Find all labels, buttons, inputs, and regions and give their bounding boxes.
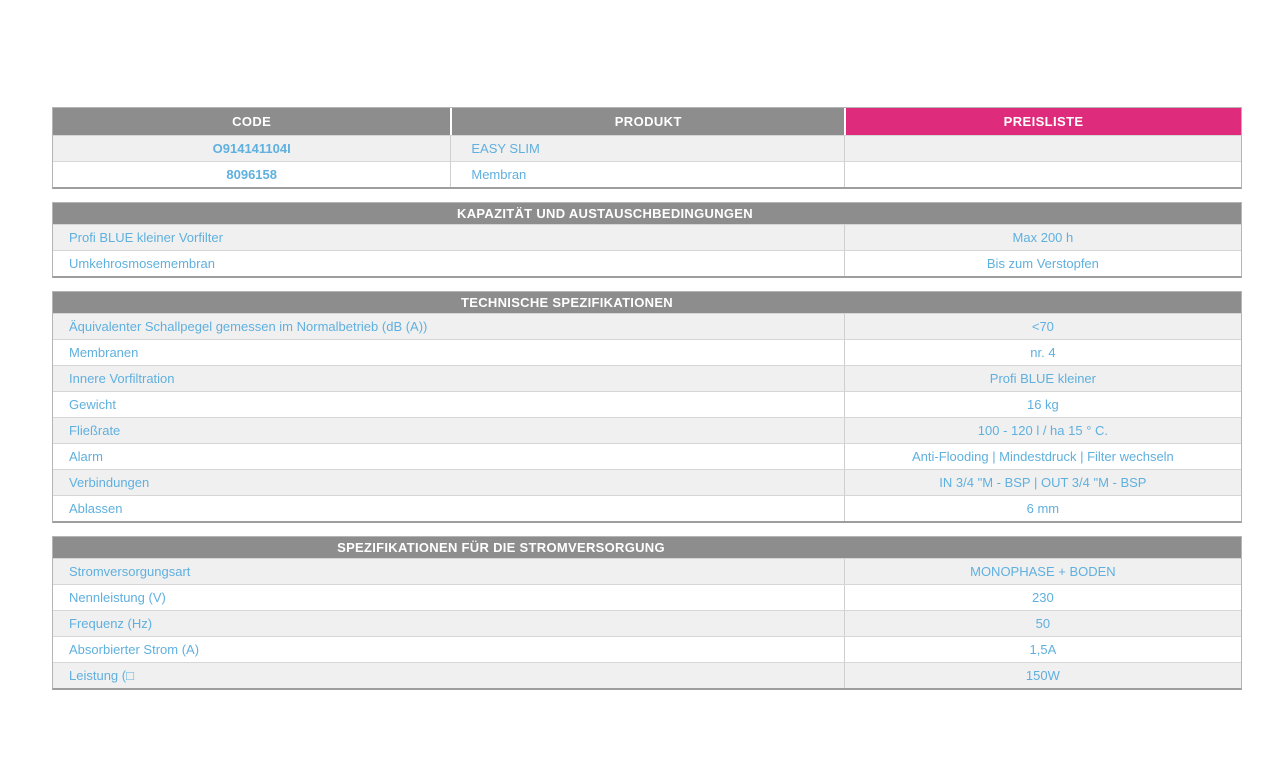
- table-row: O914141104I EASY SLIM: [53, 135, 1241, 161]
- spec-value: Profi BLUE kleiner: [989, 371, 1096, 386]
- spec-value: 6 mm: [1026, 501, 1060, 516]
- product-table-header: CODE PRODUKT PREISLISTE: [53, 108, 1241, 135]
- code-cell: 8096158: [226, 167, 277, 182]
- table-row: 8096158 Membran: [53, 161, 1241, 187]
- spec-label: Umkehrosmosemembran: [53, 251, 845, 276]
- spec-label: Ablassen: [53, 496, 845, 521]
- spec-row: Innere Vorfiltration Profi BLUE kleiner: [53, 365, 1241, 391]
- spec-value: 1,5A: [1029, 642, 1057, 657]
- spec-label: Profi BLUE kleiner Vorfilter: [53, 225, 845, 250]
- spec-value: <70: [1031, 319, 1054, 334]
- product-cell: EASY SLIM: [450, 136, 844, 161]
- spec-row: Nennleistung (V) 230: [53, 584, 1241, 610]
- section-header: TECHNISCHE SPEZIFIKATIONEN: [53, 292, 1241, 313]
- spec-label: Nennleistung (V): [53, 585, 845, 610]
- spec-row: Umkehrosmosemembran Bis zum Verstopfen: [53, 250, 1241, 276]
- section-technische: TECHNISCHE SPEZIFIKATIONEN Äquivalenter …: [52, 291, 1242, 523]
- column-header-preisliste: PREISLISTE: [844, 108, 1241, 135]
- spec-label: Äquivalenter Schallpegel gemessen im Nor…: [53, 314, 845, 339]
- spec-row: Alarm Anti-Flooding | Mindestdruck | Fil…: [53, 443, 1241, 469]
- section-stromversorgung: SPEZIFIKATIONEN FÜR DIE STROMVERSORGUNG …: [52, 536, 1242, 690]
- spec-label: Gewicht: [53, 392, 845, 417]
- section-header: KAPAZITÄT UND AUSTAUSCHBEDINGUNGEN: [53, 203, 1241, 224]
- spec-value: 150W: [1025, 668, 1060, 683]
- column-header-produkt: PRODUKT: [450, 108, 844, 135]
- spec-value: Bis zum Verstopfen: [986, 256, 1099, 271]
- spec-label: Absorbierter Strom (A): [53, 637, 845, 662]
- spec-row: Leistung (□ 150W: [53, 662, 1241, 688]
- spec-row: Ablassen 6 mm: [53, 495, 1241, 521]
- spec-row: Frequenz (Hz) 50: [53, 610, 1241, 636]
- spec-label: Verbindungen: [53, 470, 845, 495]
- spec-row: Membranen nr. 4: [53, 339, 1241, 365]
- spec-label: Alarm: [53, 444, 845, 469]
- price-cell: [844, 136, 1241, 161]
- spec-value: MONOPHASE + BODEN: [970, 564, 1116, 579]
- spec-label: Membranen: [53, 340, 845, 365]
- spec-label: Stromversorgungsart: [53, 559, 845, 584]
- spec-row: Gewicht 16 kg: [53, 391, 1241, 417]
- spec-label: Leistung (□: [53, 663, 845, 688]
- spec-value: 50: [1035, 616, 1051, 631]
- spec-row: Verbindungen IN 3/4 "M - BSP | OUT 3/4 "…: [53, 469, 1241, 495]
- spec-value: 16 kg: [1026, 397, 1059, 412]
- section-kapazitaet: KAPAZITÄT UND AUSTAUSCHBEDINGUNGEN Profi…: [52, 202, 1242, 278]
- spec-row: Stromversorgungsart MONOPHASE + BODEN: [53, 558, 1241, 584]
- spec-label: Frequenz (Hz): [53, 611, 845, 636]
- spec-row: Fließrate 100 - 120 l / ha 15 ° C.: [53, 417, 1241, 443]
- spec-value: nr. 4: [1030, 345, 1056, 360]
- column-header-code: CODE: [232, 114, 272, 129]
- spec-row: Profi BLUE kleiner Vorfilter Max 200 h: [53, 224, 1241, 250]
- spec-value: 230: [1032, 590, 1054, 605]
- spec-label: Fließrate: [53, 418, 845, 443]
- code-cell: O914141104I: [212, 141, 291, 156]
- product-cell: Membran: [450, 162, 844, 187]
- spec-row: Äquivalenter Schallpegel gemessen im Nor…: [53, 313, 1241, 339]
- spec-value: Anti-Flooding | Mindestdruck | Filter we…: [911, 449, 1174, 464]
- spec-value: 100 - 120 l / ha 15 ° C.: [977, 423, 1109, 438]
- spec-value: Max 200 h: [1012, 230, 1074, 245]
- section-header: SPEZIFIKATIONEN FÜR DIE STROMVERSORGUNG: [53, 537, 1241, 558]
- spec-sheet: CODE PRODUKT PREISLISTE O914141104I EASY…: [52, 107, 1242, 703]
- spec-value: IN 3/4 "M - BSP | OUT 3/4 "M - BSP: [939, 475, 1147, 490]
- spec-label: Innere Vorfiltration: [53, 366, 845, 391]
- price-cell: [844, 162, 1241, 187]
- product-table: CODE PRODUKT PREISLISTE O914141104I EASY…: [52, 107, 1242, 189]
- spec-row: Absorbierter Strom (A) 1,5A: [53, 636, 1241, 662]
